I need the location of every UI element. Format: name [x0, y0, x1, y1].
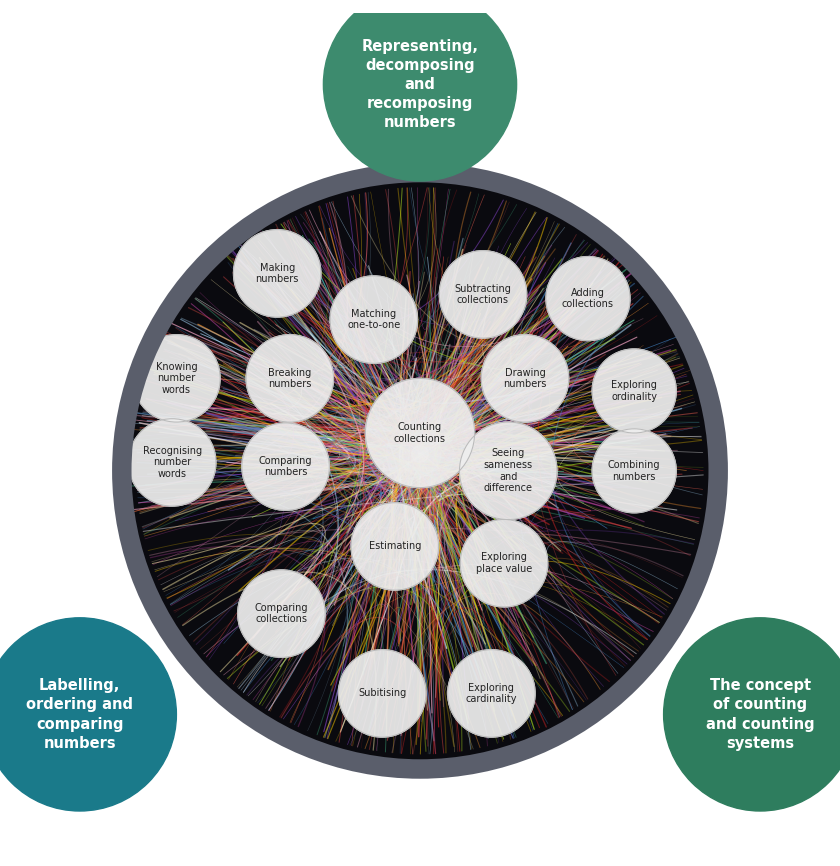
Circle shape	[412, 446, 428, 462]
Text: Breaking
numbers: Breaking numbers	[268, 367, 312, 389]
Circle shape	[242, 423, 329, 510]
Text: Knowing
number
words: Knowing number words	[155, 362, 197, 395]
Circle shape	[481, 335, 569, 422]
Circle shape	[592, 429, 676, 513]
Circle shape	[238, 570, 325, 657]
Circle shape	[386, 420, 454, 488]
Text: Estimating: Estimating	[369, 541, 421, 552]
Circle shape	[122, 172, 718, 769]
Text: Counting
collections: Counting collections	[394, 423, 446, 443]
Text: Seeing
sameness
and
difference: Seeing sameness and difference	[484, 449, 533, 494]
Text: Exploring
place value: Exploring place value	[476, 553, 532, 574]
Text: Comparing
numbers: Comparing numbers	[259, 456, 312, 477]
Circle shape	[439, 251, 527, 338]
Circle shape	[448, 650, 535, 737]
Text: Subtracting
collections: Subtracting collections	[454, 283, 512, 305]
Circle shape	[370, 404, 470, 504]
Text: Subitising: Subitising	[358, 688, 407, 698]
Circle shape	[0, 617, 176, 811]
Circle shape	[351, 503, 438, 590]
Text: Labelling,
ordering and
comparing
numbers: Labelling, ordering and comparing number…	[26, 678, 134, 751]
Circle shape	[664, 617, 840, 811]
Text: Exploring
ordinality: Exploring ordinality	[612, 380, 657, 402]
Circle shape	[399, 433, 441, 475]
Circle shape	[592, 349, 676, 433]
Text: Combining
numbers: Combining numbers	[608, 460, 660, 481]
Circle shape	[133, 335, 220, 422]
Text: Representing,
decomposing
and
recomposing
numbers: Representing, decomposing and recomposin…	[361, 38, 479, 130]
Text: Drawing
numbers: Drawing numbers	[503, 367, 547, 389]
Circle shape	[460, 520, 548, 607]
Text: The concept
of counting
and counting
systems: The concept of counting and counting sys…	[706, 678, 815, 751]
Circle shape	[365, 378, 475, 488]
Circle shape	[330, 276, 417, 363]
Circle shape	[246, 335, 333, 422]
Text: Recognising
number
words: Recognising number words	[143, 446, 202, 479]
Circle shape	[459, 422, 557, 520]
Text: Exploring
cardinality: Exploring cardinality	[465, 682, 517, 704]
Circle shape	[129, 419, 216, 506]
Circle shape	[234, 229, 321, 317]
Circle shape	[546, 256, 630, 340]
Text: Comparing
collections: Comparing collections	[255, 603, 308, 624]
Circle shape	[339, 650, 426, 737]
Circle shape	[323, 0, 517, 181]
Text: Making
numbers: Making numbers	[255, 262, 299, 284]
Text: Matching
one-to-one: Matching one-to-one	[347, 309, 401, 331]
Text: Adding
collections: Adding collections	[562, 288, 614, 309]
